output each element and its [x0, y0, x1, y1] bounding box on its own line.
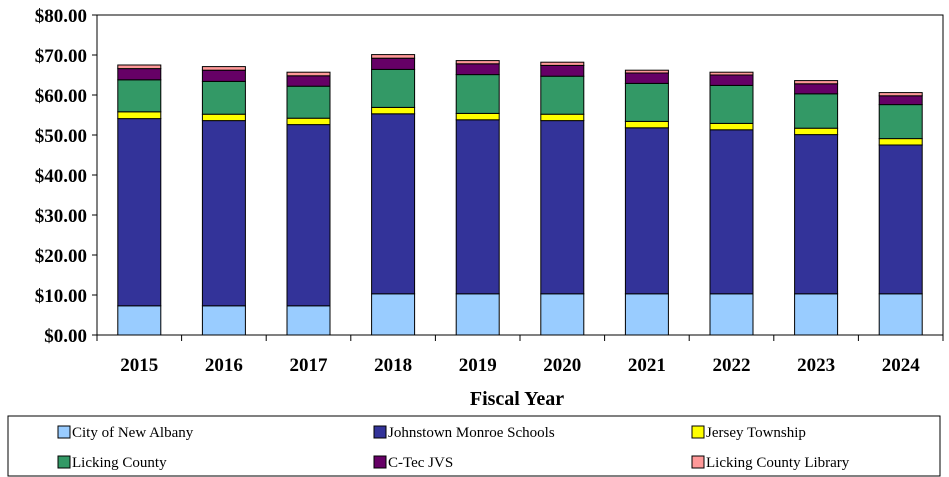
- bar-segment: [540, 113, 585, 122]
- plot-area: [96, 14, 944, 336]
- legend-swatch: [57, 425, 71, 439]
- bar-segment: [794, 83, 839, 95]
- legend-label: Johnstown Monroe Schools: [388, 425, 555, 441]
- bar-segment: [624, 69, 669, 74]
- bar-segment: [286, 85, 331, 119]
- bar-segment: [878, 95, 923, 106]
- bar-segment: [540, 64, 585, 77]
- bar-segment: [201, 80, 246, 115]
- bar-segment: [794, 134, 839, 295]
- x-tick-label: 2022: [713, 355, 751, 376]
- bar-segment: [455, 112, 500, 121]
- bar-segment: [709, 293, 754, 336]
- bar-segment: [201, 66, 246, 71]
- bar-segment: [371, 293, 416, 336]
- x-tick-label: 2017: [290, 355, 329, 376]
- bar-segment: [540, 293, 585, 336]
- bar-segment: [540, 120, 585, 295]
- bar-segment: [286, 124, 331, 307]
- bar-segment: [455, 63, 500, 76]
- legend-label: Licking County: [72, 455, 167, 471]
- y-tick-label: $40.00: [35, 166, 87, 187]
- bar-segment: [455, 74, 500, 114]
- x-tick-label: 2023: [797, 355, 835, 376]
- bar-segment: [201, 120, 246, 307]
- y-tick-label: $20.00: [35, 246, 87, 267]
- bar-segment: [455, 119, 500, 295]
- bar-segment: [624, 120, 669, 129]
- x-tick-label: 2020: [543, 355, 581, 376]
- bar-segment: [540, 61, 585, 66]
- bar-segment: [371, 54, 416, 59]
- bar-segment: [794, 293, 839, 336]
- bar-segment: [709, 74, 754, 86]
- bar-segment: [878, 104, 923, 140]
- legend-swatch: [691, 455, 705, 469]
- y-axis-ticks: $0.00 $10.00 $20.00 $30.00 $40.00 $50.00 $60.0…: [35, 6, 97, 347]
- y-tick-label: $0.00: [44, 326, 87, 347]
- bar-segment: [371, 113, 416, 295]
- x-tick-label: 2015: [120, 355, 158, 376]
- bar-segment: [709, 122, 754, 131]
- bar-segment: [117, 111, 162, 120]
- bar-segment: [117, 118, 162, 307]
- bar-segment: [117, 68, 162, 81]
- bar-segment: [117, 305, 162, 336]
- bar-segment: [371, 106, 416, 115]
- y-tick-label: $70.00: [35, 46, 87, 67]
- bar-segment: [878, 92, 923, 97]
- legend-label: C-Tec JVS: [388, 455, 453, 471]
- bar-segment: [201, 305, 246, 336]
- bar-segment: [709, 129, 754, 295]
- legend-swatch: [373, 455, 387, 469]
- bar-segment: [624, 72, 669, 84]
- legend-swatch: [57, 455, 71, 469]
- legend-swatch: [373, 425, 387, 439]
- x-tick-label: 2016: [205, 355, 243, 376]
- bar-segment: [201, 113, 246, 122]
- bar-segment: [455, 293, 500, 336]
- legend-box: [7, 415, 941, 477]
- bar-segment: [624, 82, 669, 122]
- legend-label: Licking County Library: [706, 455, 850, 471]
- y-tick-label: $60.00: [35, 86, 87, 107]
- legend-label: City of New Albany: [72, 425, 194, 441]
- bar-segment: [709, 71, 754, 76]
- legend: City of New Albany Johnstown Monroe Schoo…: [7, 415, 941, 477]
- bar-segment: [201, 69, 246, 82]
- bar-segment: [624, 127, 669, 295]
- bar-segment: [540, 75, 585, 115]
- bar-segment: [878, 144, 923, 295]
- bar-segment: [286, 71, 331, 77]
- y-tick-label: $50.00: [35, 126, 87, 147]
- bar-segment: [117, 64, 162, 70]
- x-tick-label: 2024: [882, 355, 921, 376]
- bar-segment: [371, 57, 416, 70]
- bar-segment: [878, 138, 923, 146]
- y-tick-label: $30.00: [35, 206, 87, 227]
- y-tick-label: $10.00: [35, 286, 87, 307]
- bar-segment: [709, 84, 754, 124]
- x-axis-ticks: 2015 2016 2017 2018 2019 2020 2021 2022 2023 2024: [96, 335, 944, 376]
- bar-segment: [794, 127, 839, 136]
- bar-segment: [117, 79, 162, 113]
- bar-segment: [624, 293, 669, 336]
- bar-segment: [286, 75, 331, 87]
- bar-segment: [794, 93, 839, 129]
- x-tick-label: 2019: [459, 355, 497, 376]
- y-tick-label: $80.00: [35, 6, 87, 27]
- bar-segment: [286, 117, 331, 126]
- bar-segment: [794, 80, 839, 85]
- bar-segment: [455, 60, 500, 65]
- x-tick-label: 2018: [374, 355, 412, 376]
- bar-segment: [286, 305, 331, 336]
- x-axis-title: Fiscal Year: [470, 388, 564, 410]
- bar-segment: [371, 68, 416, 108]
- legend-label: Jersey Township: [706, 425, 806, 441]
- legend-swatch: [691, 425, 705, 439]
- x-tick-label: 2021: [628, 355, 666, 376]
- bar-segment: [878, 293, 923, 336]
